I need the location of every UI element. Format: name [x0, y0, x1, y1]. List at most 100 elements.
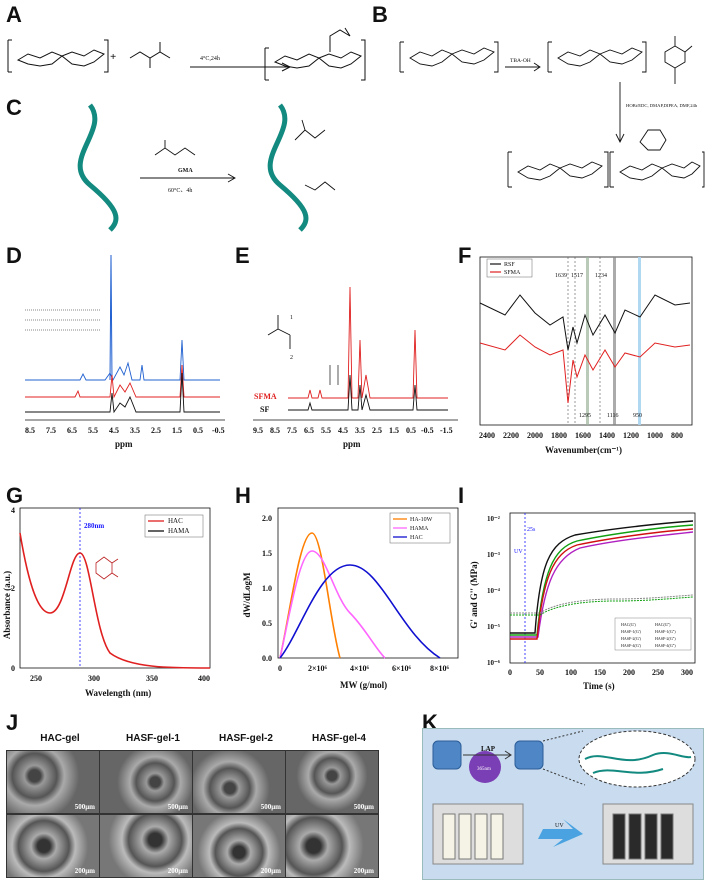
h-xtick-1: 2×10⁶ [308, 664, 328, 673]
i-legend-6: HASF-4(G') [621, 643, 642, 648]
i-ylabel: G' and G'' (MPa) [469, 561, 479, 628]
f-tick-1: 2200 [503, 431, 519, 440]
nmr-e: 1 2 SFMA SF 9.5 8.5 7.5 6.5 5.5 4.5 3.5 … [253, 286, 458, 449]
f-tick-3: 1800 [551, 431, 567, 440]
e-tick-4: 5.5 [321, 426, 331, 435]
panel-letter-i: I [458, 483, 465, 508]
h-xtick-0: 0 [278, 664, 282, 673]
e-tick-8: 1.5 [389, 426, 399, 435]
d-tick-6: 2.5 [151, 426, 161, 435]
g-ytick-0: 0 [11, 664, 15, 673]
i-ytick-1: 10⁻⁵ [487, 623, 500, 631]
i-ytick-0: 10⁻⁶ [487, 659, 500, 667]
h-series-hama [279, 550, 386, 659]
g-ytick-1: 2 [11, 584, 15, 593]
f-peak-1116: 1116 [607, 413, 619, 419]
d-tick-7: 1.5 [172, 426, 182, 435]
h-legend-hama: HAMA [410, 526, 429, 532]
g-annotation: 280nm [84, 522, 104, 530]
chart-i: G' and G'' (MPa) UV 25s HAC(G') HAC(G'')… [469, 512, 696, 691]
g-xlabel: Wavelength (nm) [85, 688, 151, 698]
h-xtick-4: 8×10⁶ [430, 664, 450, 673]
sem-hasf4-top: 500μm [285, 750, 379, 814]
j-col-hasf2: HASF-gel-2 [219, 733, 273, 744]
g-xtick-3: 400 [198, 674, 210, 683]
e-tick-3: 6.5 [304, 426, 314, 435]
scheme-b: TBA-OH HOBt/EDC, DMAP,DIPEA, DMF,24h [399, 36, 705, 188]
panel-letter-b: B [372, 2, 388, 27]
scheme-a-condition: 4°C,24h [200, 55, 220, 62]
sem-hasf2-bottom: 200μm [192, 814, 286, 878]
d-tick-3: 5.5 [88, 426, 98, 435]
i-legend-0: HAC(G') [621, 622, 636, 627]
d-xlabel: ppm [115, 439, 133, 449]
i-legend-1: HAC(G'') [655, 622, 671, 627]
e-tick-7: 2.5 [372, 426, 382, 435]
d-tick-5: 3.5 [130, 426, 140, 435]
d-tick-9: -0.5 [212, 426, 225, 435]
d-tick-0: 8.5 [25, 426, 35, 435]
f-peak-950: 950 [633, 413, 642, 419]
i-uv: UV [514, 549, 523, 555]
h-series-hac [279, 564, 441, 659]
g-ytick-2: 4 [11, 506, 15, 515]
h-ylabel: dW/dLogM [242, 572, 252, 618]
f-tick-6: 1200 [623, 431, 639, 440]
e-tick-2: 7.5 [287, 426, 297, 435]
i-legend-2: HASF-1(G') [621, 629, 642, 634]
h-legend-hac: HAC [410, 535, 423, 541]
scheme-c-reagent: GMA [178, 168, 193, 174]
panel-letter-j: J [6, 710, 19, 735]
chart-h: dW/dLogM HA-10W HAMA HAC 0.0 0.5 1.0 1.5… [242, 507, 459, 690]
i-xlabel: Time (s) [583, 681, 615, 691]
scheme-b-reagent1: TBA-OH [510, 58, 531, 64]
h-legend-ha10w: HA-10W [410, 517, 433, 523]
i-xtick-5: 250 [652, 668, 664, 677]
j-col-hasf4: HASF-gel-4 [312, 733, 366, 744]
d-tick-4: 4.5 [109, 426, 119, 435]
f-tick-8: 800 [671, 431, 683, 440]
h-ytick-0: 0.0 [262, 654, 272, 663]
h-ytick-2: 1.0 [262, 584, 272, 593]
h-ytick-3: 1.5 [262, 549, 272, 558]
nmr-d: 8.5 7.5 6.5 5.5 4.5 3.5 2.5 1.5 0.5 -0.5… [25, 255, 225, 449]
e-tick-11: -1.5 [440, 426, 453, 435]
g-xtick-1: 300 [88, 674, 100, 683]
e-xlabel: ppm [343, 439, 361, 449]
chart-g: Absorbance (a.u.) 280nm HAC HAMA 0 2 4 2… [2, 506, 211, 698]
panel-letter-h: H [235, 483, 251, 508]
h-ytick-1: 0.5 [262, 619, 272, 628]
panel-letter-a: A [6, 2, 22, 27]
svg-text:1: 1 [290, 315, 293, 321]
f-tick-7: 1000 [647, 431, 663, 440]
i-xtick-2: 100 [565, 668, 577, 677]
k-light: 365nm [477, 767, 491, 772]
f-tick-4: 1600 [575, 431, 591, 440]
svg-text:+: + [110, 51, 116, 63]
panel-letter-d: D [6, 243, 22, 268]
e-tick-1: 8.5 [270, 426, 280, 435]
scheme-a: + 4°C,24h [7, 27, 366, 81]
sem-hasf1-top: 500μm [99, 750, 193, 814]
i-legend-4: HASF-2(G') [621, 636, 642, 641]
i-xtick-6: 300 [681, 668, 693, 677]
h-xlabel: MW (g/mol) [340, 680, 387, 690]
f-tick-5: 1400 [599, 431, 615, 440]
e-label-sfma: SFMA [254, 392, 277, 401]
i-xtick-4: 200 [623, 668, 635, 677]
i-xtick-1: 50 [536, 668, 544, 677]
sem-hasf2-top: 500μm [192, 750, 286, 814]
i-25s: 25s [527, 527, 536, 533]
e-tick-10: -0.5 [421, 426, 434, 435]
e-label-sf: SF [260, 405, 269, 414]
panel-letter-f: F [458, 243, 472, 268]
svg-text:2: 2 [290, 355, 293, 361]
k-lap: LAP [481, 745, 496, 753]
panel-k-box: LAP 365nm UV [422, 728, 704, 880]
f-peak-1295: 1295 [579, 413, 591, 419]
f-tick-0: 2400 [479, 431, 495, 440]
f-peak-1639: 1639 [555, 273, 567, 279]
f-xlabel: Wavenumber(cm⁻¹) [545, 445, 622, 455]
g-legend-hac: HAC [168, 517, 183, 525]
g-legend-hama: HAMA [168, 527, 189, 535]
